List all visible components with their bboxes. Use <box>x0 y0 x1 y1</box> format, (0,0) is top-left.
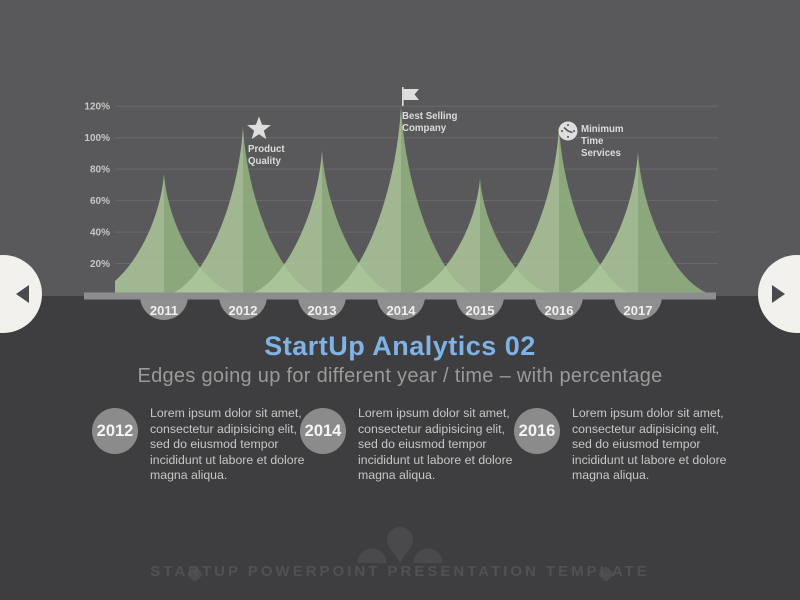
info-block-2016: 2016 Lorem ipsum dolor sit amet, consect… <box>514 406 730 484</box>
chart-spike <box>560 151 638 295</box>
chart-spike <box>323 106 401 295</box>
year-marker <box>614 296 662 320</box>
arrow-right-icon <box>772 285 785 303</box>
annotation-label: Services <box>581 148 621 159</box>
year-label: 2017 <box>624 303 653 318</box>
chart-spike <box>401 106 479 295</box>
chart-spike <box>322 150 400 295</box>
annotation-label: Company <box>402 123 447 134</box>
y-axis-tick-label: 80% <box>90 165 110 176</box>
y-axis-tick-label: 100% <box>84 133 110 144</box>
year-marker <box>140 296 188 320</box>
year-label: 2016 <box>545 303 574 318</box>
chart-spike <box>115 173 164 295</box>
annotation-label: Quality <box>248 156 281 167</box>
chart-spike <box>244 150 322 295</box>
annotation-label: Time <box>581 136 604 147</box>
annotation-label: Best Selling <box>402 111 458 122</box>
year-marker <box>377 296 425 320</box>
footer-text: STARTUP POWERPOINT PRESENTATION TEMPLATE <box>150 563 650 580</box>
year-marker <box>219 296 267 320</box>
startup-logo-icon <box>357 527 443 563</box>
year-label: 2014 <box>387 303 417 318</box>
info-text: Lorem ipsum dolor sit amet, consectetur … <box>572 406 727 483</box>
year-label: 2011 <box>150 303 178 318</box>
annotation-label: Product <box>248 144 285 155</box>
y-axis-tick-label: 120% <box>84 102 110 113</box>
year-label: 2015 <box>466 303 495 318</box>
chart-spike <box>165 126 243 295</box>
clock-icon <box>558 121 578 141</box>
year-marker <box>456 296 504 320</box>
x-axis-line <box>84 292 716 300</box>
chart-spike <box>481 126 559 295</box>
year-marker <box>298 296 346 320</box>
annotation-label: Minimum <box>581 124 624 135</box>
year-label: 2013 <box>308 303 337 318</box>
chart-spike <box>480 178 558 295</box>
chart-spike <box>164 173 242 295</box>
year-badge: 2016 <box>514 408 560 454</box>
info-block-2012: 2012 Lorem ipsum dolor sit amet, consect… <box>92 406 308 484</box>
chart-spikes <box>115 106 716 295</box>
year-label: 2012 <box>229 303 258 318</box>
y-axis-tick-label: 40% <box>90 228 110 239</box>
year-marker <box>535 296 583 320</box>
page-title: StartUp Analytics 02 <box>264 331 536 361</box>
year-badge: 2012 <box>92 408 138 454</box>
chart-spike <box>402 178 480 295</box>
info-block-2014: 2014 Lorem ipsum dolor sit amet, consect… <box>300 406 516 484</box>
flag-icon <box>402 87 419 106</box>
analytics-chart: 20% 40% 60% 80% 100% 120% 2011 2012 2013 2014 2015… <box>84 87 718 320</box>
page-subtitle: Edges going up for different year / time… <box>137 365 663 387</box>
star-icon <box>247 116 271 140</box>
y-axis-tick-label: 60% <box>90 196 110 207</box>
info-text: Lorem ipsum dolor sit amet, consectetur … <box>358 406 513 483</box>
year-badge: 2014 <box>300 408 346 454</box>
chart-spike <box>559 126 637 295</box>
chart-spike <box>243 126 321 295</box>
y-axis-tick-label: 20% <box>90 259 110 270</box>
info-text: Lorem ipsum dolor sit amet, consectetur … <box>150 406 305 483</box>
arrow-left-icon <box>16 285 29 303</box>
chart-spike <box>638 151 716 295</box>
